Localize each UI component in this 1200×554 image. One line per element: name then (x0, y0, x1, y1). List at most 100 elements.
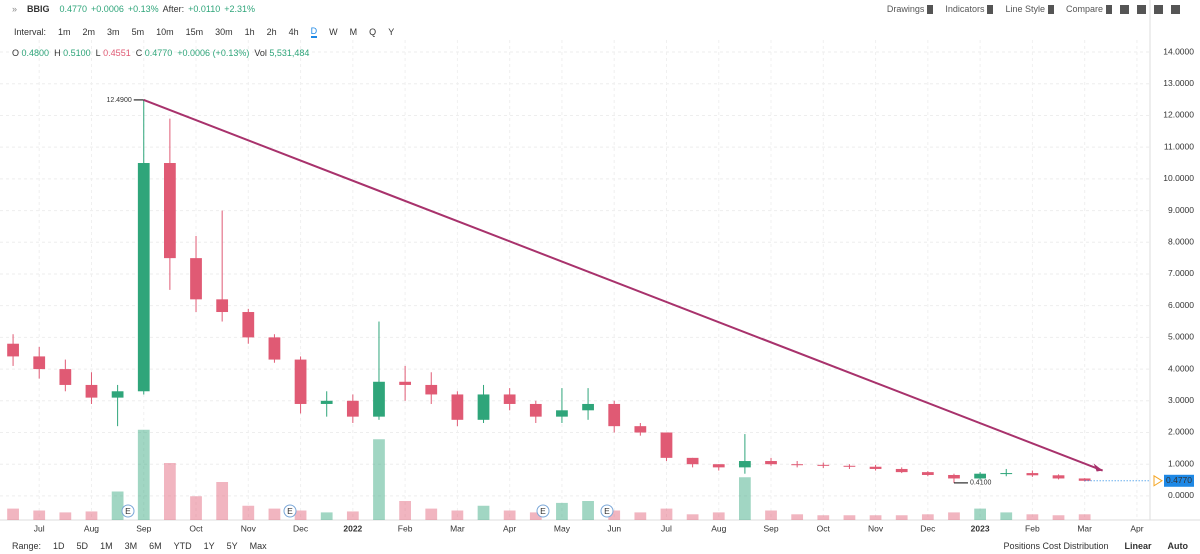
candle-body (399, 381, 411, 385)
interval-option[interactable]: 2h (266, 27, 277, 37)
interval-bar: Interval: 1m 2m 3m 5m 10m 15m 30m 1h 2h 4h D W M Q Y (14, 25, 406, 39)
symbol[interactable]: BBIG (27, 4, 50, 14)
tool-button[interactable]: Compare (1065, 4, 1103, 14)
range-option[interactable]: 5D (76, 541, 89, 551)
volume-bar (451, 510, 464, 520)
volume-bar (582, 501, 594, 520)
trendline (143, 98, 1104, 472)
range-option[interactable]: 1M (100, 541, 113, 551)
candle-body (765, 461, 777, 465)
candle-body (1000, 473, 1013, 475)
candle-body (1026, 473, 1039, 476)
y-tick-label: 13.0000 (1163, 78, 1194, 88)
volume-bar (660, 508, 673, 520)
expand[interactable]: » (12, 4, 18, 14)
range-option[interactable]: 5Y (226, 541, 238, 551)
change-pct: +0.13% (127, 4, 159, 14)
tool-icon (1047, 4, 1054, 14)
o: 0.4800 (21, 48, 50, 58)
candle-body (59, 369, 72, 385)
candle-body (85, 384, 98, 398)
y-tick-label: 10.0000 (1163, 173, 1194, 183)
interval-option[interactable]: 1m (58, 27, 71, 37)
fullscreen-icon[interactable] (1171, 4, 1180, 14)
interval-option[interactable]: Q (369, 27, 377, 37)
l-label: L (95, 48, 101, 58)
settings-icon[interactable] (1120, 4, 1129, 14)
tool-button[interactable]: Indicators (945, 4, 985, 14)
range-option[interactable]: 1D (53, 541, 65, 551)
candle-body (582, 403, 594, 411)
scale-option[interactable]: Linear (1124, 541, 1152, 551)
candle-body (686, 457, 699, 465)
volume-bar (712, 512, 725, 520)
vol-label: Vol (254, 48, 267, 58)
interval-option[interactable]: M (349, 27, 358, 37)
candle-body (7, 343, 19, 357)
tool-button[interactable]: Line Style (1005, 4, 1045, 14)
x-tick-label: Mar (450, 523, 465, 533)
x-tick-label: Feb (1025, 523, 1040, 533)
volume-bar (1078, 514, 1091, 520)
layout-icon[interactable] (1154, 4, 1163, 14)
x-tick-label: Jul (661, 523, 672, 533)
tool-button[interactable]: Drawings (886, 4, 925, 14)
y-tick-label: 4.0000 (1168, 363, 1194, 373)
earnings-marker (283, 504, 297, 518)
interval-option[interactable]: 4h (288, 27, 299, 37)
candle-body (739, 461, 751, 468)
volume-bar (59, 512, 72, 520)
x-tick-label: Apr (1130, 523, 1143, 533)
interval-option[interactable]: 3m (107, 27, 120, 37)
earnings-label: E (125, 506, 131, 516)
y-tick-label: 8.0000 (1168, 237, 1194, 247)
range-option[interactable]: 1Y (203, 541, 215, 551)
volume-bar (85, 511, 98, 520)
volume-bar (33, 510, 46, 520)
last-price-tag (1164, 474, 1194, 487)
save-icon[interactable] (1137, 4, 1146, 14)
candle-body (1078, 478, 1091, 481)
y-tick-label: 11.0000 (1164, 141, 1194, 151)
x-tick-label: Jun (607, 523, 621, 533)
interval-option[interactable]: D (310, 26, 318, 38)
range-option[interactable]: YTD (173, 541, 192, 551)
earnings-marker (121, 504, 135, 518)
volume-bar (477, 505, 490, 520)
x-tick-label: Jul (34, 523, 45, 533)
interval-option[interactable]: 5m (131, 27, 145, 37)
interval-option[interactable]: 10m (156, 27, 174, 37)
interval-option[interactable]: 2m (82, 27, 96, 37)
volume-bar (1026, 514, 1039, 520)
earnings-label: E (604, 506, 610, 516)
volume-bar (608, 510, 621, 520)
volume-bar (869, 515, 882, 520)
candle-body (268, 337, 281, 360)
volume-bar (686, 514, 699, 520)
volume-bar (529, 512, 542, 520)
range-option[interactable]: 6M (149, 541, 162, 551)
volume-bar (1052, 515, 1065, 520)
interval-option[interactable]: 1h (244, 27, 255, 37)
candle-body (791, 464, 804, 466)
volume-bar (294, 510, 307, 520)
range-option[interactable]: Max (249, 541, 267, 551)
trendline-label: 12.4900 (106, 97, 131, 104)
candle-body (190, 258, 202, 300)
scale-option[interactable]: Auto (1167, 541, 1189, 551)
scale-option[interactable]: Positions Cost Distribution (1003, 541, 1109, 551)
interval-option[interactable]: W (329, 27, 338, 37)
x-tick-label: Nov (241, 523, 257, 533)
volume-bar (164, 463, 176, 520)
l: 0.4551 (103, 48, 131, 58)
x-tick-label: Oct (817, 523, 831, 533)
range-option[interactable]: 3M (124, 541, 138, 551)
interval-option[interactable]: 30m (215, 27, 233, 37)
volume-bar (791, 514, 804, 520)
y-tick-label: 5.0000 (1168, 332, 1194, 342)
x-tick-label: Nov (868, 523, 884, 533)
interval-option[interactable]: Y (388, 27, 395, 37)
after-label: After: (162, 4, 185, 14)
candle-body (320, 400, 333, 404)
interval-option[interactable]: 15m (185, 27, 204, 37)
